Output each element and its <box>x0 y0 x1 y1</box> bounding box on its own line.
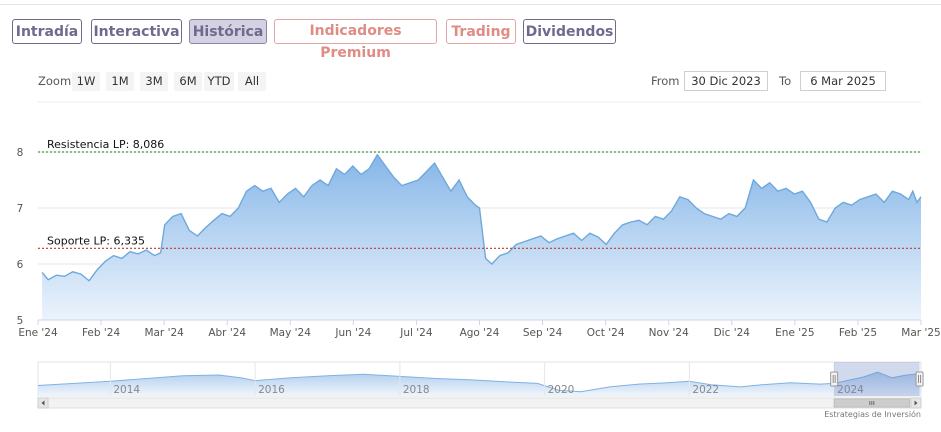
to-label: To <box>779 74 792 88</box>
scrollbar-track[interactable] <box>37 397 922 409</box>
x-tick-label: Jul '24 <box>399 327 433 339</box>
x-tick-label: Oct '24 <box>587 327 625 339</box>
y-axis: 5 6 7 8 <box>17 147 24 327</box>
from-label: From <box>651 74 680 88</box>
x-tick-label: Ene '25 <box>775 327 814 339</box>
resistance-label: Resistencia LP: 8,086 <box>47 138 164 151</box>
navigator-year-label: 2022 <box>692 384 719 396</box>
navigator-year-label: 2024 <box>837 384 864 396</box>
navigator-year-label: 2020 <box>548 384 575 396</box>
navigator[interactable]: 2014 2016 2018 2020 2022 2024 <box>37 361 924 409</box>
x-tick-label: Mar '24 <box>144 327 184 339</box>
y-tick-label: 8 <box>17 147 24 159</box>
navigator-year-label: 2014 <box>113 384 140 396</box>
zoom-all-button[interactable]: All <box>238 72 266 91</box>
tab-interactiva[interactable]: Interactiva <box>91 19 182 44</box>
navigator-year-label: 2018 <box>403 384 430 396</box>
price-area <box>42 154 922 320</box>
navigator-area <box>38 372 921 396</box>
navigator-handle-right[interactable] <box>915 371 924 387</box>
y-tick-label: 7 <box>17 203 24 215</box>
tab-indicadores-premium[interactable]: Indicadores Premium <box>274 19 437 61</box>
x-tick-label: Sep '24 <box>523 327 563 339</box>
x-axis: Ene '24 Feb '24 Mar '24 Abr '24 May '24 Jun '… <box>18 319 941 339</box>
x-tick-label: Ago '24 <box>460 327 500 339</box>
tab-intradia[interactable]: Intradía <box>12 19 82 44</box>
credit-text: Estrategias de Inversión <box>824 410 921 419</box>
scroll-left-arrow-icon <box>41 400 45 406</box>
scroll-right-arrow-icon <box>914 400 918 406</box>
zoom-ytd-button[interactable]: YTD <box>204 72 234 91</box>
price-line <box>41 153 922 282</box>
x-tick-label: May '24 <box>270 327 312 339</box>
x-tick-label: Abr '24 <box>208 327 246 339</box>
top-divider <box>0 4 941 5</box>
support-label: Soporte LP: 6,335 <box>47 234 145 247</box>
zoom-3m-button[interactable]: 3M <box>140 72 168 91</box>
navigator-line <box>37 371 922 393</box>
x-tick-label: Feb '25 <box>839 327 877 339</box>
x-tick-label: Feb '24 <box>82 327 120 339</box>
zoom-label: Zoom <box>38 74 72 88</box>
series-layer <box>41 153 922 320</box>
y-tick-label: 6 <box>17 259 24 271</box>
navigator-year-label: 2016 <box>258 384 285 396</box>
tab-trading[interactable]: Trading <box>446 19 516 44</box>
zoom-1w-button[interactable]: 1W <box>72 72 100 91</box>
reference-lines: Resistencia LP: 8,086 Soporte LP: 6,335 <box>38 138 921 249</box>
zoom-1m-button[interactable]: 1M <box>106 72 134 91</box>
navigator-selection <box>834 362 920 396</box>
y-tick-label: 5 <box>17 315 24 327</box>
navigator-handle-left[interactable] <box>830 371 839 387</box>
to-date-input[interactable]: 6 Mar 2025 <box>800 71 886 91</box>
from-date-input[interactable]: 30 Dic 2023 <box>684 71 768 91</box>
x-tick-label: Ene '24 <box>18 327 58 339</box>
x-tick-label: Mar '25 <box>901 327 940 339</box>
tab-dividendos[interactable]: Dividendos <box>523 19 616 44</box>
x-tick-label: Nov '24 <box>649 327 689 339</box>
zoom-6m-button[interactable]: 6M <box>174 72 202 91</box>
x-tick-label: Jun '24 <box>334 327 371 339</box>
x-tick-label: Dic '24 <box>714 327 751 339</box>
tab-historica[interactable]: Histórica <box>189 19 267 44</box>
